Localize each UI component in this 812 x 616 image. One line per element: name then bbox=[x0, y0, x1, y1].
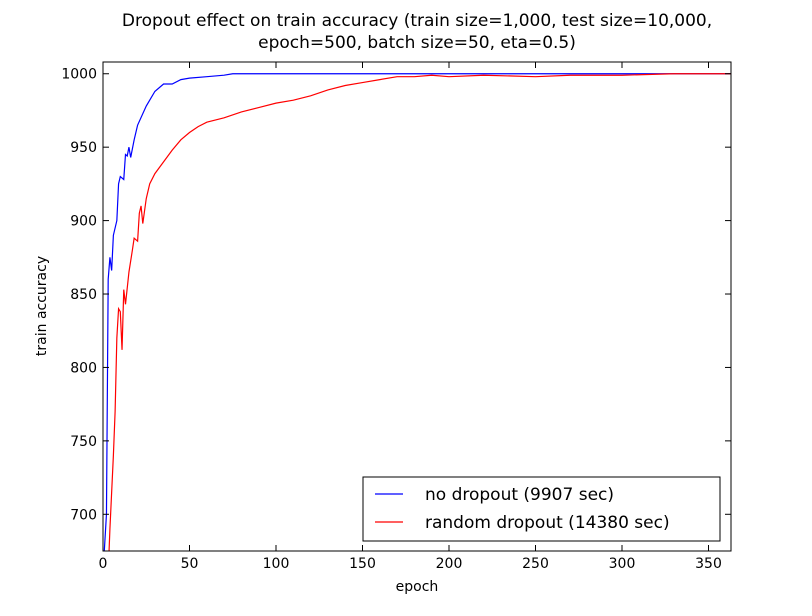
line-series bbox=[108, 73, 731, 551]
x-tick-label: 50 bbox=[181, 556, 199, 572]
x-tick-label: 150 bbox=[349, 556, 376, 572]
legend bbox=[362, 476, 721, 542]
x-tick-label: 0 bbox=[99, 556, 108, 572]
x-tick-label: 250 bbox=[522, 556, 549, 572]
legend-label: random dropout (14380 sec) bbox=[425, 513, 670, 533]
x-tick-label: 200 bbox=[436, 556, 463, 572]
x-tick-label: 100 bbox=[263, 556, 290, 572]
chart-title: epoch=500, batch size=50, eta=0.5) bbox=[258, 33, 576, 53]
y-tick-label: 950 bbox=[70, 140, 97, 156]
y-tick-label: 800 bbox=[70, 360, 97, 376]
legend-label: no dropout (9907 sec) bbox=[425, 485, 614, 505]
y-tick-label: 850 bbox=[70, 287, 97, 303]
y-tick-label: 700 bbox=[70, 507, 97, 523]
x-axis-label: epoch bbox=[396, 579, 439, 595]
chart-title: Dropout effect on train accuracy (train … bbox=[122, 11, 712, 31]
y-axis-label: train accuracy bbox=[34, 256, 50, 356]
y-tick-label: 1000 bbox=[61, 67, 97, 83]
axes-frame bbox=[102, 61, 732, 552]
y-tick-label: 750 bbox=[70, 434, 97, 450]
x-tick-label: 300 bbox=[609, 556, 636, 572]
y-tick-label: 900 bbox=[70, 214, 97, 230]
plot-area bbox=[103, 73, 731, 551]
line-series bbox=[103, 73, 731, 551]
x-tick-label: 350 bbox=[695, 556, 722, 572]
